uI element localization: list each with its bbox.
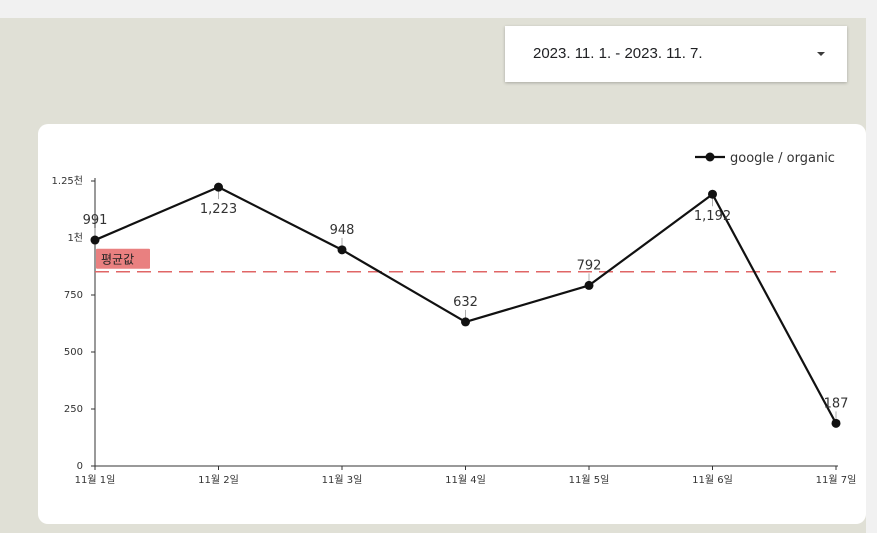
- average-label: 평균값: [101, 253, 134, 267]
- data-label: 948: [330, 223, 355, 238]
- chevron-down-icon[interactable]: [817, 52, 825, 56]
- data-label: 1,192: [694, 209, 731, 224]
- data-point: [708, 189, 717, 199]
- data-label: 187: [824, 396, 849, 411]
- y-tick-label: 1천: [67, 232, 83, 244]
- average-label-background: [96, 248, 150, 269]
- y-tick-label: 1.25천: [52, 175, 83, 187]
- date-range-label: 2023. 11. 1. - 2023. 11. 7.: [533, 45, 703, 62]
- x-tick-label: 11월 3일: [322, 474, 363, 486]
- x-tick-label: 11월 5일: [569, 474, 610, 486]
- data-point: [831, 418, 841, 428]
- line-chart: 0 250 500 750 1천 1.25천 11월 1일 11월 2일 11월 3일 11월 4…: [52, 151, 857, 486]
- y-tick-label: 0: [77, 461, 83, 472]
- data-label: 991: [83, 213, 108, 228]
- legend-label: google / organic: [730, 151, 835, 166]
- data-point: [214, 182, 223, 192]
- data-point: [337, 245, 347, 255]
- date-range-picker[interactable]: 2023. 11. 1. - 2023. 11. 7.: [505, 26, 847, 82]
- line-chart-card: 0 250 500 750 1천 1.25천 11월 1일 11월 2일 11월 3일 11월 4…: [38, 124, 866, 524]
- x-tick-label: 11월 2일: [198, 474, 239, 486]
- y-tick-label: 750: [64, 290, 83, 301]
- data-point: [584, 280, 594, 290]
- y-tick-label: 250: [64, 404, 83, 415]
- legend-marker: [705, 152, 715, 162]
- data-point: [461, 317, 470, 327]
- x-tick-label: 11월 1일: [75, 474, 116, 486]
- data-point: [90, 235, 100, 245]
- y-tick-label: 500: [64, 347, 83, 358]
- x-tick-label: 11월 6일: [692, 474, 733, 486]
- data-label: 1,223: [200, 202, 237, 217]
- x-tick-label: 11월 7일: [816, 474, 857, 486]
- x-tick-label: 11월 4일: [445, 474, 486, 486]
- data-label: 632: [453, 295, 478, 310]
- data-label: 792: [577, 258, 602, 273]
